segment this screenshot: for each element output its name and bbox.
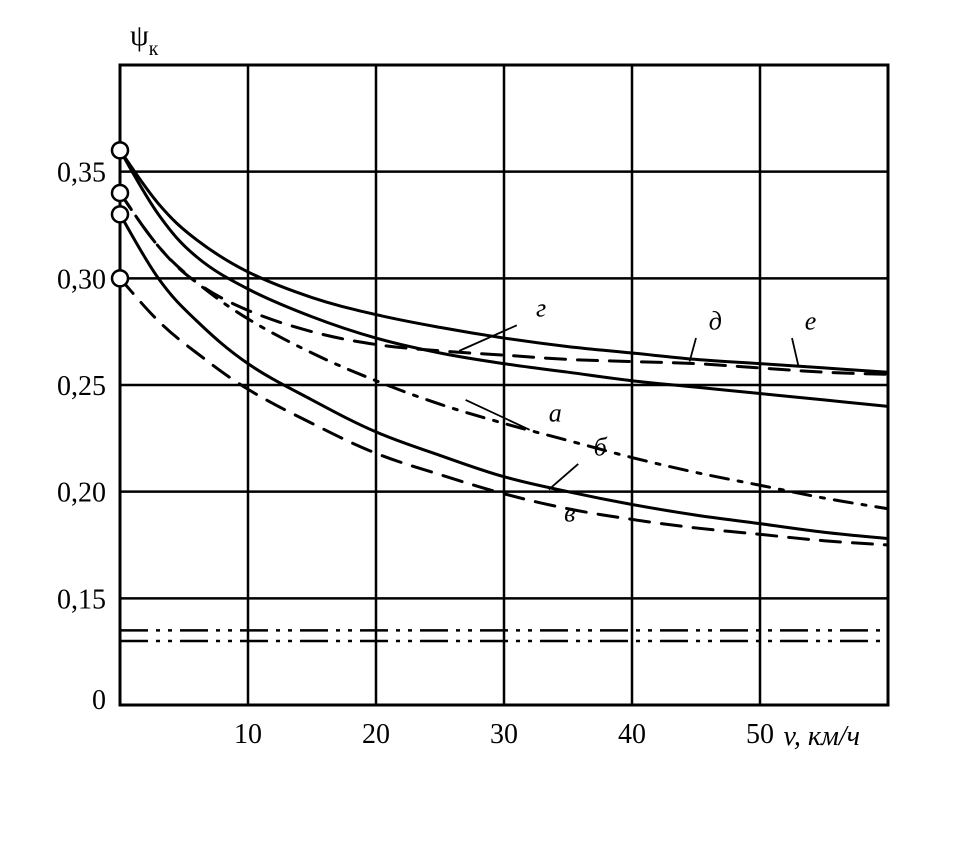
y-tick-5: 0,35 xyxy=(57,158,106,189)
y-tick-3: 0,25 xyxy=(57,371,106,402)
series-label-e: е xyxy=(805,307,817,336)
series-label-d: д xyxy=(709,307,722,336)
series-label-b: б xyxy=(594,432,608,461)
y-tick-2: 0,20 xyxy=(57,478,106,509)
y-tick-4: 0,30 xyxy=(57,264,106,295)
series-label-g: г xyxy=(536,294,546,323)
x-axis-label: v, км/ч xyxy=(784,721,860,752)
x-tick-50: 50 xyxy=(746,719,774,750)
y-tick-0: 0 xyxy=(92,685,106,716)
series-label-v: в xyxy=(564,499,575,528)
y-tick-1: 0,15 xyxy=(57,584,106,615)
line-chart: едгабв102030405000,150,200,250,300,35ψкv… xyxy=(0,0,963,844)
x-tick-40: 40 xyxy=(618,719,646,750)
series-label-a: а xyxy=(549,398,562,427)
x-tick-20: 20 xyxy=(362,719,390,750)
x-tick-30: 30 xyxy=(490,719,518,750)
x-tick-10: 10 xyxy=(234,719,262,750)
